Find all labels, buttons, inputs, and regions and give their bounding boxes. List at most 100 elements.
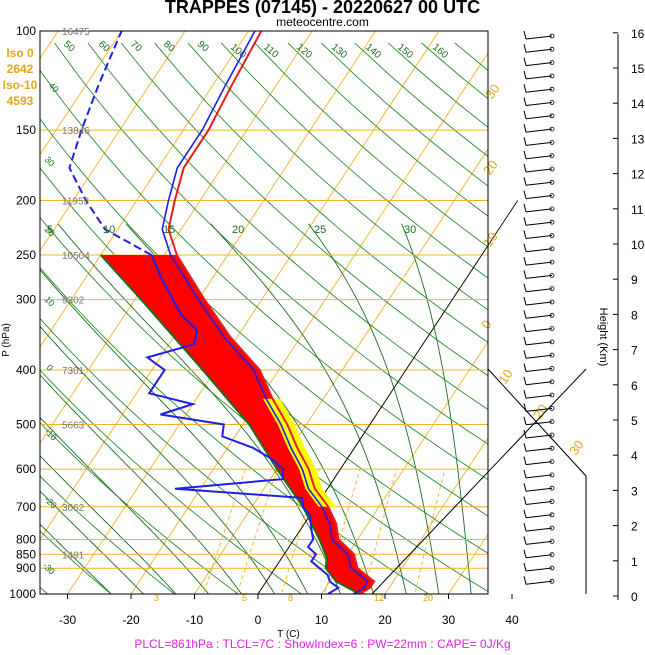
x-tick-label: 30 [442, 613, 456, 627]
isotherm-line [512, 31, 645, 594]
dry-adiabat-side-label: 20 [43, 224, 57, 238]
mixing-ratio-label: 5 [242, 593, 247, 603]
mixing-ratio-line [414, 468, 446, 594]
isotherm-line [130, 52, 488, 594]
wind-barb [525, 128, 553, 133]
wind-barb [525, 301, 553, 306]
dry-adiabat-label: 150 [395, 42, 415, 61]
dry-adiabat-label: 100 [228, 42, 248, 61]
wind-barb [525, 314, 553, 319]
iso10-label: Iso-10 [2, 78, 38, 92]
wind-barb [525, 514, 553, 519]
wind-barb-station [549, 379, 555, 385]
x-tick-label: -30 [59, 613, 77, 627]
dry-adiabat-label: 110 [261, 42, 281, 61]
dry-adiabat-side-label: -20 [43, 494, 59, 510]
dewpoint-line [145, 254, 341, 594]
wind-barb-station [549, 485, 555, 491]
height-tick-label: 6 [631, 379, 638, 393]
x-tick-label: 10 [315, 613, 329, 627]
moist-adiabat-label: 20 [232, 224, 244, 236]
geopotential-height-label: 3062 [62, 503, 85, 514]
wind-barb-flag [523, 389, 527, 399]
wind-barb [525, 354, 553, 359]
wind-barb [525, 288, 553, 293]
wind-barb-flag [523, 483, 527, 492]
isotherm-label: 30 [482, 81, 503, 101]
wind-barb [525, 62, 553, 67]
dry-adiabat-label: 160 [430, 42, 450, 61]
wind-barb-flag [523, 376, 527, 385]
wind-barbs-layer [523, 30, 555, 585]
dry-adiabat-label: 120 [294, 42, 314, 61]
mixing-ratio-label: 12 [374, 593, 384, 603]
isotherm-label: 30 [566, 437, 587, 457]
wind-barb-station [549, 166, 555, 172]
wind-barb [525, 487, 553, 492]
wind-barb [525, 181, 553, 186]
height-tick-label: 3 [631, 484, 638, 498]
wind-barb-station [549, 206, 555, 212]
wind-barb-flag [523, 270, 527, 279]
isotherm-label: 20 [530, 401, 551, 421]
wind-barb-flag [523, 443, 527, 452]
isotherm-label: 10 [480, 229, 501, 249]
dry-adiabat-line [40, 422, 239, 594]
wind-barb-flag [523, 296, 527, 306]
pressure-tick-label: 300 [16, 293, 36, 307]
iso0-label: Iso 0 [6, 46, 34, 60]
pressure-tick-label: 200 [16, 193, 36, 207]
wind-barb-flag [523, 163, 527, 173]
wind-barb-station [549, 392, 555, 398]
isotherm-line [40, 31, 249, 348]
dry-adiabat-label: 90 [195, 39, 211, 55]
dry-adiabat-line [421, 42, 488, 100]
wind-barb-station [549, 565, 555, 571]
wind-barb [525, 274, 553, 279]
wind-barb-flag [523, 283, 527, 292]
wind-barb-station [549, 153, 555, 159]
wind-barb-flag [523, 230, 527, 239]
pressure-tick-label: 400 [16, 363, 36, 377]
wind-barb-station [549, 326, 555, 332]
wind-barb-flag [523, 323, 527, 332]
dry-adiabat-line [287, 42, 488, 217]
x-tick-label: -10 [186, 613, 204, 627]
wind-barb-flag [523, 363, 527, 372]
wind-barb-station [549, 60, 555, 65]
pressure-tick-label: 150 [16, 123, 36, 137]
wind-barb-station [549, 286, 555, 292]
wind-barb-station [549, 512, 555, 518]
moist-adiabat-line [401, 223, 472, 594]
wind-barb-flag [523, 350, 527, 359]
moist-adiabat-label: 25 [314, 224, 326, 236]
wind-barb [525, 501, 553, 505]
dry-adiabat-side-label: -10 [43, 426, 59, 442]
dry-adiabat-line [40, 369, 303, 594]
geopotential-height-label: 11953 [62, 196, 90, 207]
wind-barb-station [549, 312, 555, 318]
isotherm-label: 10 [495, 366, 516, 386]
mixing-ratio-label: 20 [423, 593, 433, 603]
wind-barb [525, 75, 553, 80]
dry-adiabat-side-label: 10 [43, 294, 57, 308]
wind-barb [525, 328, 553, 333]
moist-adiabat-line [40, 325, 276, 594]
iso0-value: 2642 [6, 62, 34, 76]
y-axis-label: P (hPa) [1, 323, 12, 357]
x-tick-label: 0 [255, 613, 262, 627]
wind-barb-station [549, 552, 555, 558]
geopotential-height-label: 1491 [62, 550, 85, 561]
hodograph-outline [487, 31, 587, 594]
hodograph-layer [371, 31, 587, 595]
hodograph-diagonal [371, 368, 587, 595]
wind-barb-flag [523, 84, 527, 93]
height-tick-label: 10 [631, 238, 645, 252]
moist-adiabat-line [40, 490, 145, 594]
wind-barb-station [549, 432, 555, 438]
wind-barb-flag [523, 509, 527, 518]
moist-adiabat-line [40, 523, 112, 594]
wind-barb-station [549, 100, 555, 105]
pressure-tick-label: 850 [16, 547, 36, 561]
